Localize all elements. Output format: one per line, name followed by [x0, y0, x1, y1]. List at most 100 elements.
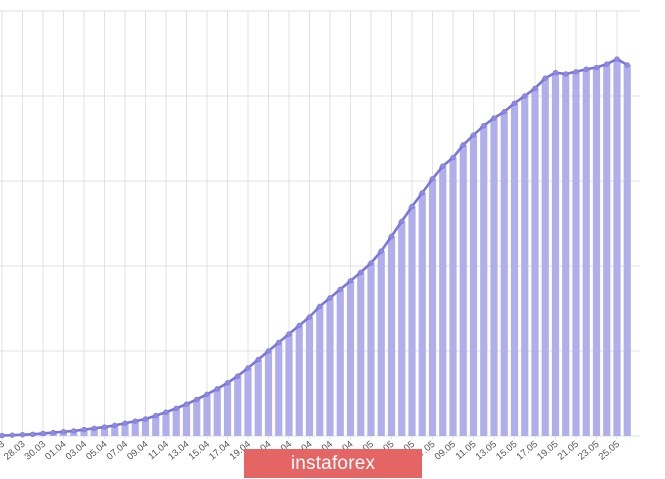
data-point [296, 322, 302, 329]
data-point [511, 100, 518, 106]
bar [459, 144, 467, 436]
x-tick-label: 19.05 [535, 439, 560, 463]
x-tick-label: 09.05 [433, 439, 458, 463]
bar [234, 376, 242, 436]
data-point [440, 163, 446, 169]
data-point [30, 431, 36, 437]
bar [285, 334, 293, 436]
x-tick-label: 17.05 [515, 439, 540, 463]
data-point [563, 71, 569, 77]
x-tick-label: 11.04 [146, 439, 171, 462]
data-point [112, 422, 118, 429]
data-point [552, 69, 559, 76]
bar [162, 412, 170, 436]
bar [480, 125, 488, 436]
bar [521, 96, 529, 436]
x-tick-label: 25.05 [597, 439, 622, 463]
watermark-banner: instaforex [244, 449, 422, 478]
x-tick-label: 01.04 [43, 439, 68, 463]
data-point [194, 396, 200, 403]
bar [582, 69, 590, 436]
bar [80, 429, 88, 436]
x-tick-label: 21.05 [556, 439, 581, 463]
data-point [183, 401, 190, 407]
data-point [450, 154, 456, 161]
bar [449, 157, 457, 436]
bar [100, 427, 109, 436]
data-points [0, 56, 630, 439]
data-point [142, 416, 149, 422]
data-point [50, 429, 56, 436]
watermark-text: instaforex [290, 452, 376, 474]
data-point [358, 269, 364, 276]
bar [439, 166, 447, 436]
data-point [132, 418, 138, 424]
x-tick-label: 11.05 [454, 439, 479, 462]
x-tick-label: 30.03 [23, 439, 48, 463]
bar [428, 178, 437, 436]
data-point [481, 123, 487, 129]
data-point [255, 356, 261, 363]
data-point [60, 429, 67, 435]
bar [387, 236, 396, 436]
data-point [409, 203, 415, 210]
bar [377, 251, 385, 436]
data-point [91, 425, 97, 432]
bar [152, 415, 160, 436]
x-tick-label: 13.05 [474, 439, 499, 463]
bar [316, 306, 324, 436]
bar [203, 394, 211, 436]
bar [223, 382, 232, 436]
data-point [573, 69, 579, 75]
data-point [583, 66, 589, 72]
data-point [224, 380, 231, 386]
bar [90, 428, 98, 436]
bar [193, 399, 201, 436]
bar [613, 59, 621, 437]
data-point [327, 295, 333, 301]
bar [295, 325, 303, 436]
data-point [204, 391, 210, 398]
bar [592, 67, 601, 437]
data-point [40, 430, 46, 437]
data-point [388, 233, 395, 239]
data-point [604, 61, 610, 67]
data-point [532, 85, 538, 92]
bar [510, 103, 519, 436]
x-tick-label: 03.04 [64, 439, 89, 463]
data-point [522, 93, 528, 99]
bar [490, 118, 498, 436]
data-point [429, 176, 436, 182]
bar [623, 64, 631, 436]
x-tick-label: 13.04 [166, 439, 191, 463]
data-point [173, 405, 179, 412]
x-tick-label: 09.04 [125, 439, 150, 463]
bar [131, 421, 139, 436]
bar [326, 297, 334, 436]
bar [541, 78, 549, 437]
x-tick-label: 28.03 [2, 439, 27, 463]
bar [346, 280, 355, 436]
data-point [71, 428, 77, 434]
data-point [9, 432, 15, 438]
bar [254, 359, 262, 436]
data-point [399, 218, 405, 225]
data-point [337, 286, 343, 293]
data-point [317, 303, 323, 310]
bar [275, 342, 283, 436]
data-point [368, 260, 374, 266]
data-point [470, 132, 477, 138]
bar [551, 72, 560, 436]
x-tick-label: 17.04 [207, 439, 232, 463]
data-point [501, 109, 507, 115]
x-tick-label: 23.05 [576, 439, 601, 463]
bar [305, 317, 314, 436]
bar [213, 388, 221, 436]
data-point [460, 142, 466, 148]
bar [264, 351, 273, 436]
x-tick-label: 15.05 [494, 439, 519, 463]
data-point [122, 420, 128, 426]
data-point [306, 314, 313, 320]
data-point [0, 432, 5, 439]
